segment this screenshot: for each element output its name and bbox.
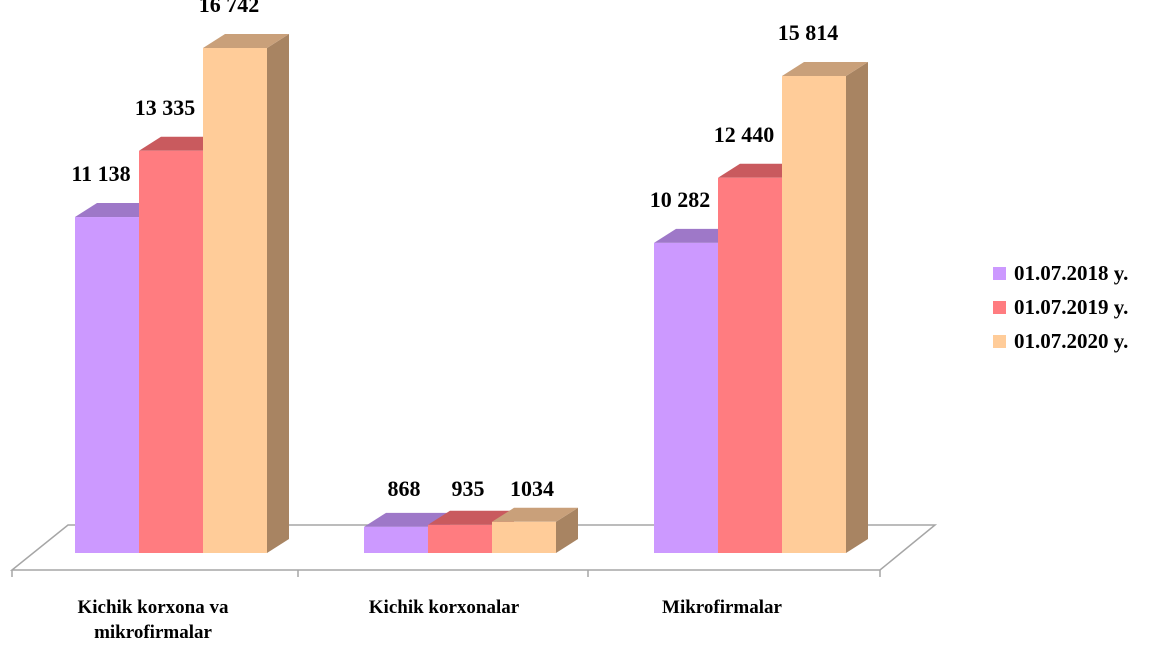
data-label: 11 138 (71, 161, 130, 186)
bar-top (492, 507, 578, 522)
bar-top (203, 34, 289, 48)
bar-top (364, 512, 450, 527)
data-label: 15 814 (778, 20, 839, 45)
category-labels-group: Kichik korxona va mikrofirmalar Kichik kor… (78, 597, 783, 643)
category-label: Kichik korxonalar (369, 597, 520, 618)
legend-item: 01.07.2020 y. (993, 326, 1163, 356)
bar-front (139, 150, 203, 554)
bars-group (75, 34, 868, 554)
data-label: 868 (388, 476, 421, 501)
data-label: 16 742 (199, 0, 260, 17)
legend-label: 01.07.2019 y. (1014, 294, 1129, 319)
category-label: Mikrofirmalar (662, 597, 783, 618)
legend-swatch (993, 334, 1006, 348)
legend-item: 01.07.2019 y. (993, 292, 1163, 322)
bar-side (267, 34, 289, 553)
bar-side (556, 507, 578, 553)
bar (492, 507, 578, 553)
bar-front (428, 524, 492, 553)
legend-swatch (993, 300, 1006, 314)
bar-front (364, 526, 428, 553)
value-labels-group: 11 138 13 335 16 742 868 935 1034 10 282 12 440… (71, 0, 838, 501)
legend: 01.07.2018 y. 01.07.2019 y. 01.07.2020 y. (993, 258, 1163, 360)
bar (203, 34, 289, 553)
bar-side (846, 61, 868, 553)
bar-top (428, 510, 514, 525)
bar-front (654, 242, 718, 553)
floor-plane (9, 524, 938, 571)
bar (782, 61, 868, 553)
bar-front (782, 75, 846, 553)
category-label: Kichik korxona va mikrofirmalar (78, 597, 229, 643)
bar-top (782, 61, 868, 76)
bar-front (718, 177, 782, 553)
legend-swatch (993, 266, 1006, 280)
bar-front (75, 217, 139, 553)
bar-front (492, 521, 556, 553)
legend-label: 01.07.2020 y. (1014, 328, 1129, 353)
data-label: 1034 (510, 476, 554, 501)
data-label: 12 440 (714, 122, 775, 147)
legend-label: 01.07.2018 y. (1014, 260, 1129, 285)
chart-floor (9, 524, 938, 577)
data-label: 935 (452, 476, 485, 501)
data-label: 13 335 (135, 95, 196, 120)
data-label: 10 282 (650, 187, 711, 212)
legend-item: 01.07.2018 y. (993, 258, 1163, 288)
bar-front (203, 48, 267, 553)
